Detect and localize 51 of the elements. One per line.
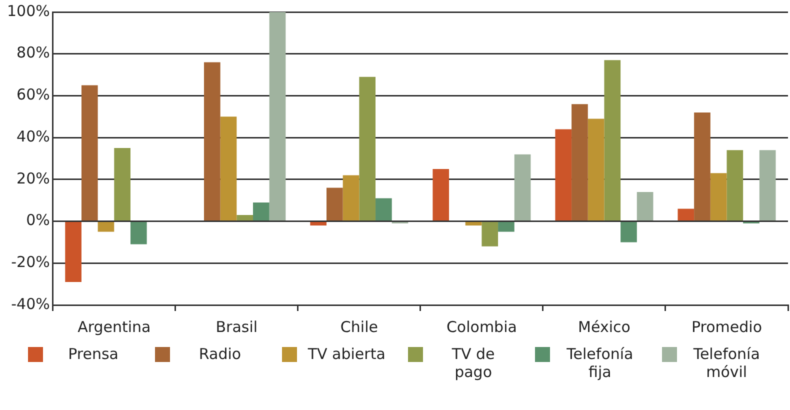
y-tick-label: 100% — [6, 2, 50, 20]
legend-label: TV de pago — [450, 345, 496, 381]
legend-label: Telefonía móvil — [692, 345, 761, 381]
y-tick-label: 60% — [16, 86, 50, 104]
bar — [514, 154, 531, 221]
y-tick-label: 80% — [16, 44, 50, 62]
legend-label: Radio — [198, 345, 242, 363]
x-tick-label: Colombia — [446, 318, 517, 336]
bar — [465, 222, 482, 226]
x-tick-label: México — [578, 318, 630, 336]
bar — [98, 222, 114, 232]
legend-label: TV abierta — [306, 345, 386, 363]
legend-label: Telefonía fija — [566, 345, 634, 381]
y-tick-label: -40% — [11, 294, 50, 313]
bar — [326, 188, 343, 221]
bar — [482, 222, 498, 246]
bar — [759, 150, 776, 221]
bar — [204, 62, 220, 221]
bar — [678, 208, 694, 221]
bar — [269, 12, 286, 221]
x-tick-label: Chile — [340, 318, 378, 336]
bar — [114, 148, 130, 221]
bar — [310, 222, 327, 226]
legend-label: Prensa — [67, 345, 120, 363]
bar — [572, 104, 588, 221]
bar — [359, 76, 376, 221]
bar — [130, 222, 147, 244]
x-tick-label: Argentina — [78, 318, 151, 336]
bar — [253, 202, 270, 221]
y-tick-label: 20% — [16, 169, 50, 188]
bar — [555, 129, 572, 221]
bar — [376, 198, 392, 221]
bar — [620, 222, 637, 242]
bar — [432, 168, 450, 221]
bar — [726, 150, 744, 221]
bar — [636, 192, 654, 221]
bar — [588, 118, 604, 221]
y-tick-label: 0% — [26, 211, 50, 230]
y-tick-label: -20% — [11, 253, 50, 272]
x-tick-label: Promedio — [691, 318, 762, 336]
bar — [65, 222, 82, 282]
bar — [694, 112, 710, 221]
x-tick-label: Brasil — [216, 318, 258, 336]
bar — [81, 85, 98, 221]
bar — [498, 222, 514, 232]
bar — [220, 116, 237, 221]
bar — [342, 175, 360, 221]
bar — [710, 173, 727, 221]
bar — [604, 60, 621, 221]
y-tick-label: 40% — [16, 127, 50, 146]
bar — [236, 215, 253, 221]
